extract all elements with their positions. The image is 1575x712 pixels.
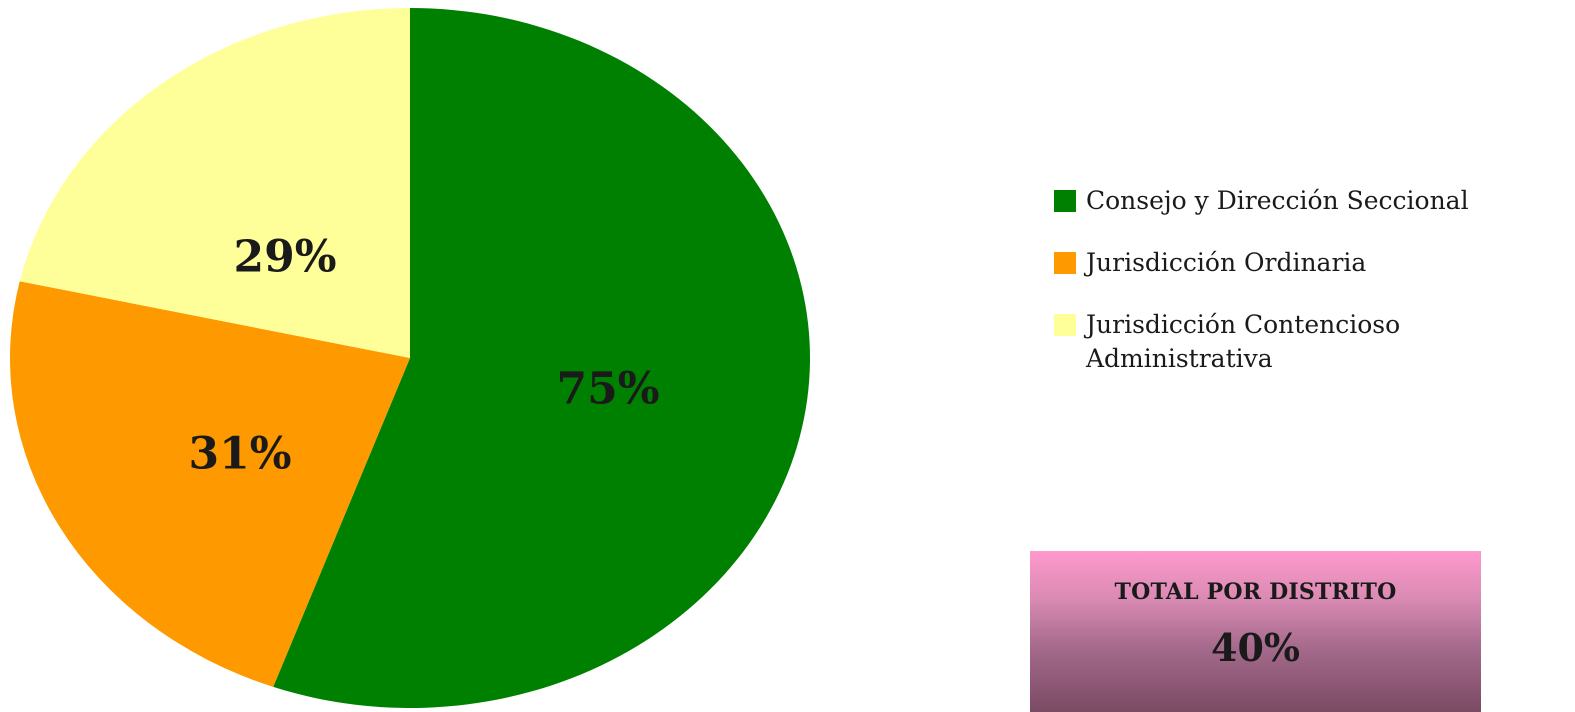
pie-slice-consejo [273, 8, 811, 709]
total-value: 40% [1211, 625, 1300, 670]
legend-item-contencioso: Jurisdicción Contencioso Administrativa [1054, 308, 1569, 376]
legend-item-consejo: Consejo y Dirección Seccional [1054, 184, 1569, 218]
pie-slice-contencioso [19, 8, 411, 358]
pie-label-contencioso: 29% [233, 232, 336, 283]
legend-swatch-ordinaria [1054, 252, 1076, 274]
pie-chart: 75% 31% 29% [10, 8, 811, 709]
legend-item-ordinaria: Jurisdicción Ordinaria [1054, 246, 1569, 280]
total-box: TOTAL POR DISTRITO 40% [1030, 551, 1481, 712]
pie-label-ordinaria: 31% [188, 429, 291, 480]
legend-swatch-contencioso [1054, 314, 1076, 336]
pie-label-consejo: 75% [556, 364, 659, 415]
legend: Consejo y Dirección Seccional Jurisdicci… [1054, 184, 1569, 404]
legend-label-contencioso: Jurisdicción Contencioso Administrativa [1086, 310, 1401, 373]
legend-label-consejo: Consejo y Dirección Seccional [1086, 186, 1469, 215]
legend-label-ordinaria: Jurisdicción Ordinaria [1086, 248, 1367, 277]
pie-slice-ordinaria [10, 281, 410, 687]
legend-swatch-consejo [1054, 190, 1076, 212]
total-title: TOTAL POR DISTRITO [1114, 579, 1397, 605]
